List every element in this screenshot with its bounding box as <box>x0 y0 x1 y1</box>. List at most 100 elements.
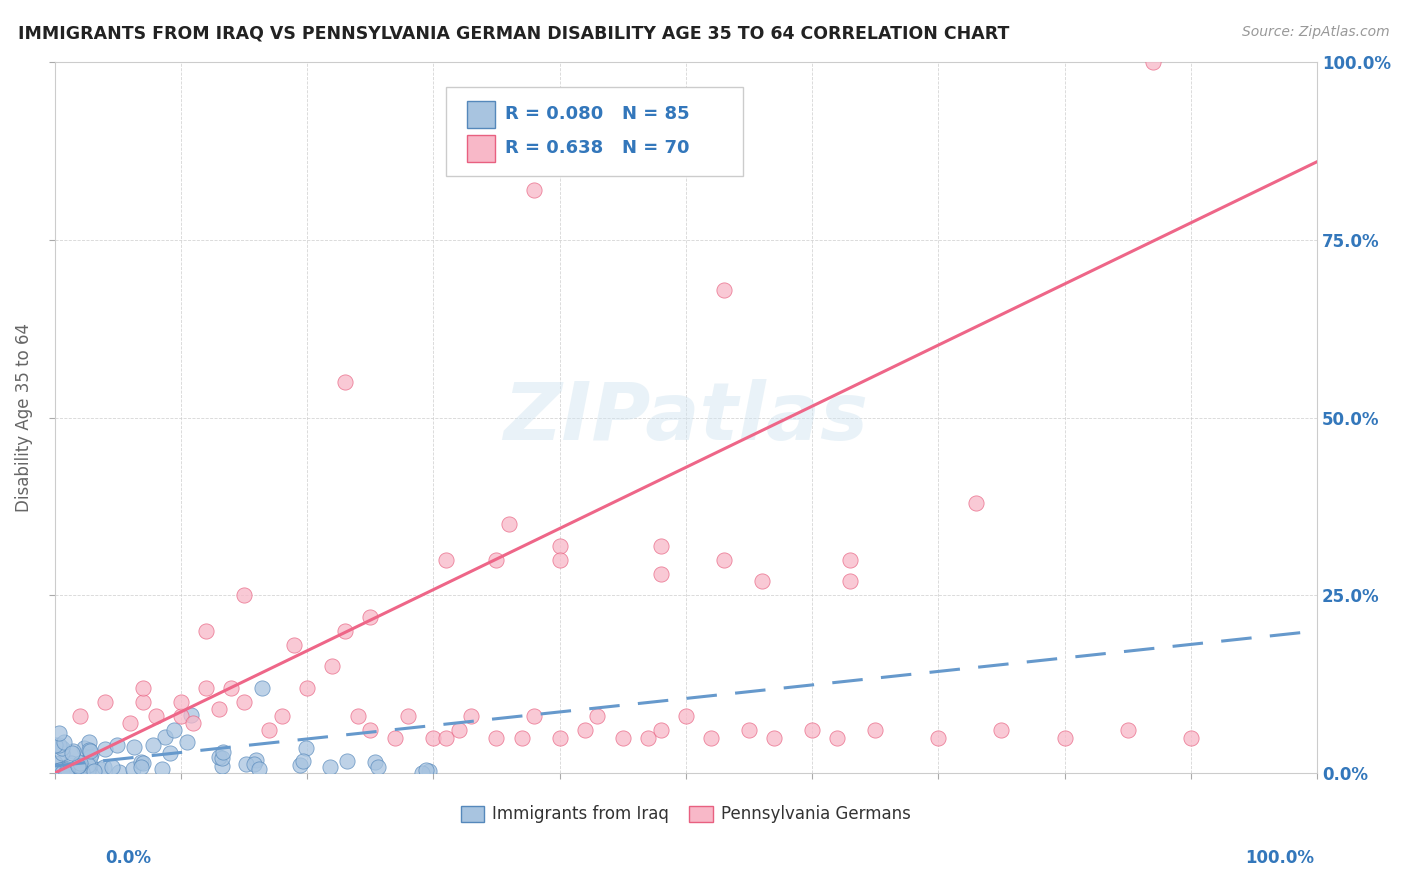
Point <box>53 764 76 779</box>
Point <box>211 759 233 773</box>
Point <box>548 731 571 745</box>
Point <box>637 731 659 745</box>
Point <box>364 755 387 769</box>
Point <box>574 723 596 738</box>
Point <box>336 754 359 768</box>
Point <box>150 762 173 776</box>
Point <box>346 709 368 723</box>
Point <box>208 702 231 716</box>
Point <box>292 754 315 768</box>
Point <box>422 731 444 745</box>
Point <box>801 723 824 738</box>
Text: R = 0.080   N = 85: R = 0.080 N = 85 <box>505 105 690 123</box>
Point <box>170 709 193 723</box>
Point <box>52 762 75 776</box>
Point <box>142 738 165 752</box>
Point <box>713 283 735 297</box>
Point <box>44 756 66 771</box>
Point <box>129 760 152 774</box>
Point <box>62 764 84 778</box>
Point <box>55 765 77 780</box>
Point <box>434 553 457 567</box>
Point <box>650 723 672 738</box>
Point <box>79 758 101 772</box>
Point <box>235 756 257 771</box>
Point <box>333 375 356 389</box>
Point <box>294 741 316 756</box>
Point <box>863 723 886 738</box>
Point <box>76 764 98 779</box>
Point <box>207 750 229 764</box>
Point <box>738 723 761 738</box>
Point <box>359 723 381 738</box>
Point <box>100 760 122 774</box>
Point <box>245 753 267 767</box>
Point <box>384 731 406 745</box>
Point <box>411 766 433 780</box>
Point <box>447 723 470 738</box>
Y-axis label: Disability Age 35 to 64: Disability Age 35 to 64 <box>15 323 32 512</box>
Point <box>839 553 862 567</box>
FancyBboxPatch shape <box>467 101 495 128</box>
Point <box>1142 55 1164 70</box>
Text: 0.0%: 0.0% <box>105 849 152 867</box>
Point <box>510 731 533 745</box>
Point <box>396 709 419 723</box>
Point <box>367 760 389 774</box>
Point <box>122 763 145 777</box>
Point <box>93 760 115 774</box>
Point <box>434 731 457 745</box>
Point <box>49 763 72 777</box>
Point <box>283 638 305 652</box>
Point <box>83 764 105 778</box>
Point <box>120 716 142 731</box>
Point <box>131 755 153 769</box>
Point <box>89 762 111 776</box>
Text: IMMIGRANTS FROM IRAQ VS PENNSYLVANIA GERMAN DISABILITY AGE 35 TO 64 CORRELATION : IMMIGRANTS FROM IRAQ VS PENNSYLVANIA GER… <box>18 25 1010 43</box>
Point <box>247 763 270 777</box>
Point <box>163 723 186 737</box>
Point <box>46 765 69 780</box>
Point <box>221 681 243 695</box>
FancyBboxPatch shape <box>467 135 495 161</box>
Point <box>159 746 181 760</box>
Point <box>52 735 75 749</box>
Point <box>132 681 155 695</box>
Point <box>69 756 91 770</box>
Point <box>418 764 440 779</box>
Point <box>153 731 176 745</box>
Point <box>232 695 254 709</box>
Point <box>319 760 342 774</box>
Point <box>66 763 89 777</box>
Point <box>79 750 101 764</box>
Point <box>650 539 672 553</box>
Point <box>77 734 100 748</box>
Point <box>1053 731 1076 745</box>
Point <box>612 731 634 745</box>
Point <box>321 659 343 673</box>
Text: R = 0.638   N = 70: R = 0.638 N = 70 <box>505 139 690 157</box>
Point <box>180 707 202 722</box>
Point <box>73 741 96 756</box>
Point <box>56 763 79 777</box>
Point <box>288 758 311 772</box>
Point <box>131 756 153 771</box>
Point <box>523 709 546 723</box>
Point <box>70 762 93 776</box>
Point <box>359 609 381 624</box>
Point <box>270 709 292 723</box>
Point <box>839 574 862 588</box>
Point <box>44 763 66 777</box>
Point <box>927 731 949 745</box>
Point <box>965 496 987 510</box>
Point <box>49 756 72 771</box>
Point <box>250 681 273 695</box>
Point <box>45 764 67 778</box>
Point <box>77 743 100 757</box>
Point <box>58 765 80 780</box>
Point <box>211 750 233 764</box>
Point <box>333 624 356 638</box>
Point <box>195 681 218 695</box>
Point <box>44 764 66 778</box>
Legend: Immigrants from Iraq, Pennsylvania Germans: Immigrants from Iraq, Pennsylvania Germa… <box>454 799 918 830</box>
